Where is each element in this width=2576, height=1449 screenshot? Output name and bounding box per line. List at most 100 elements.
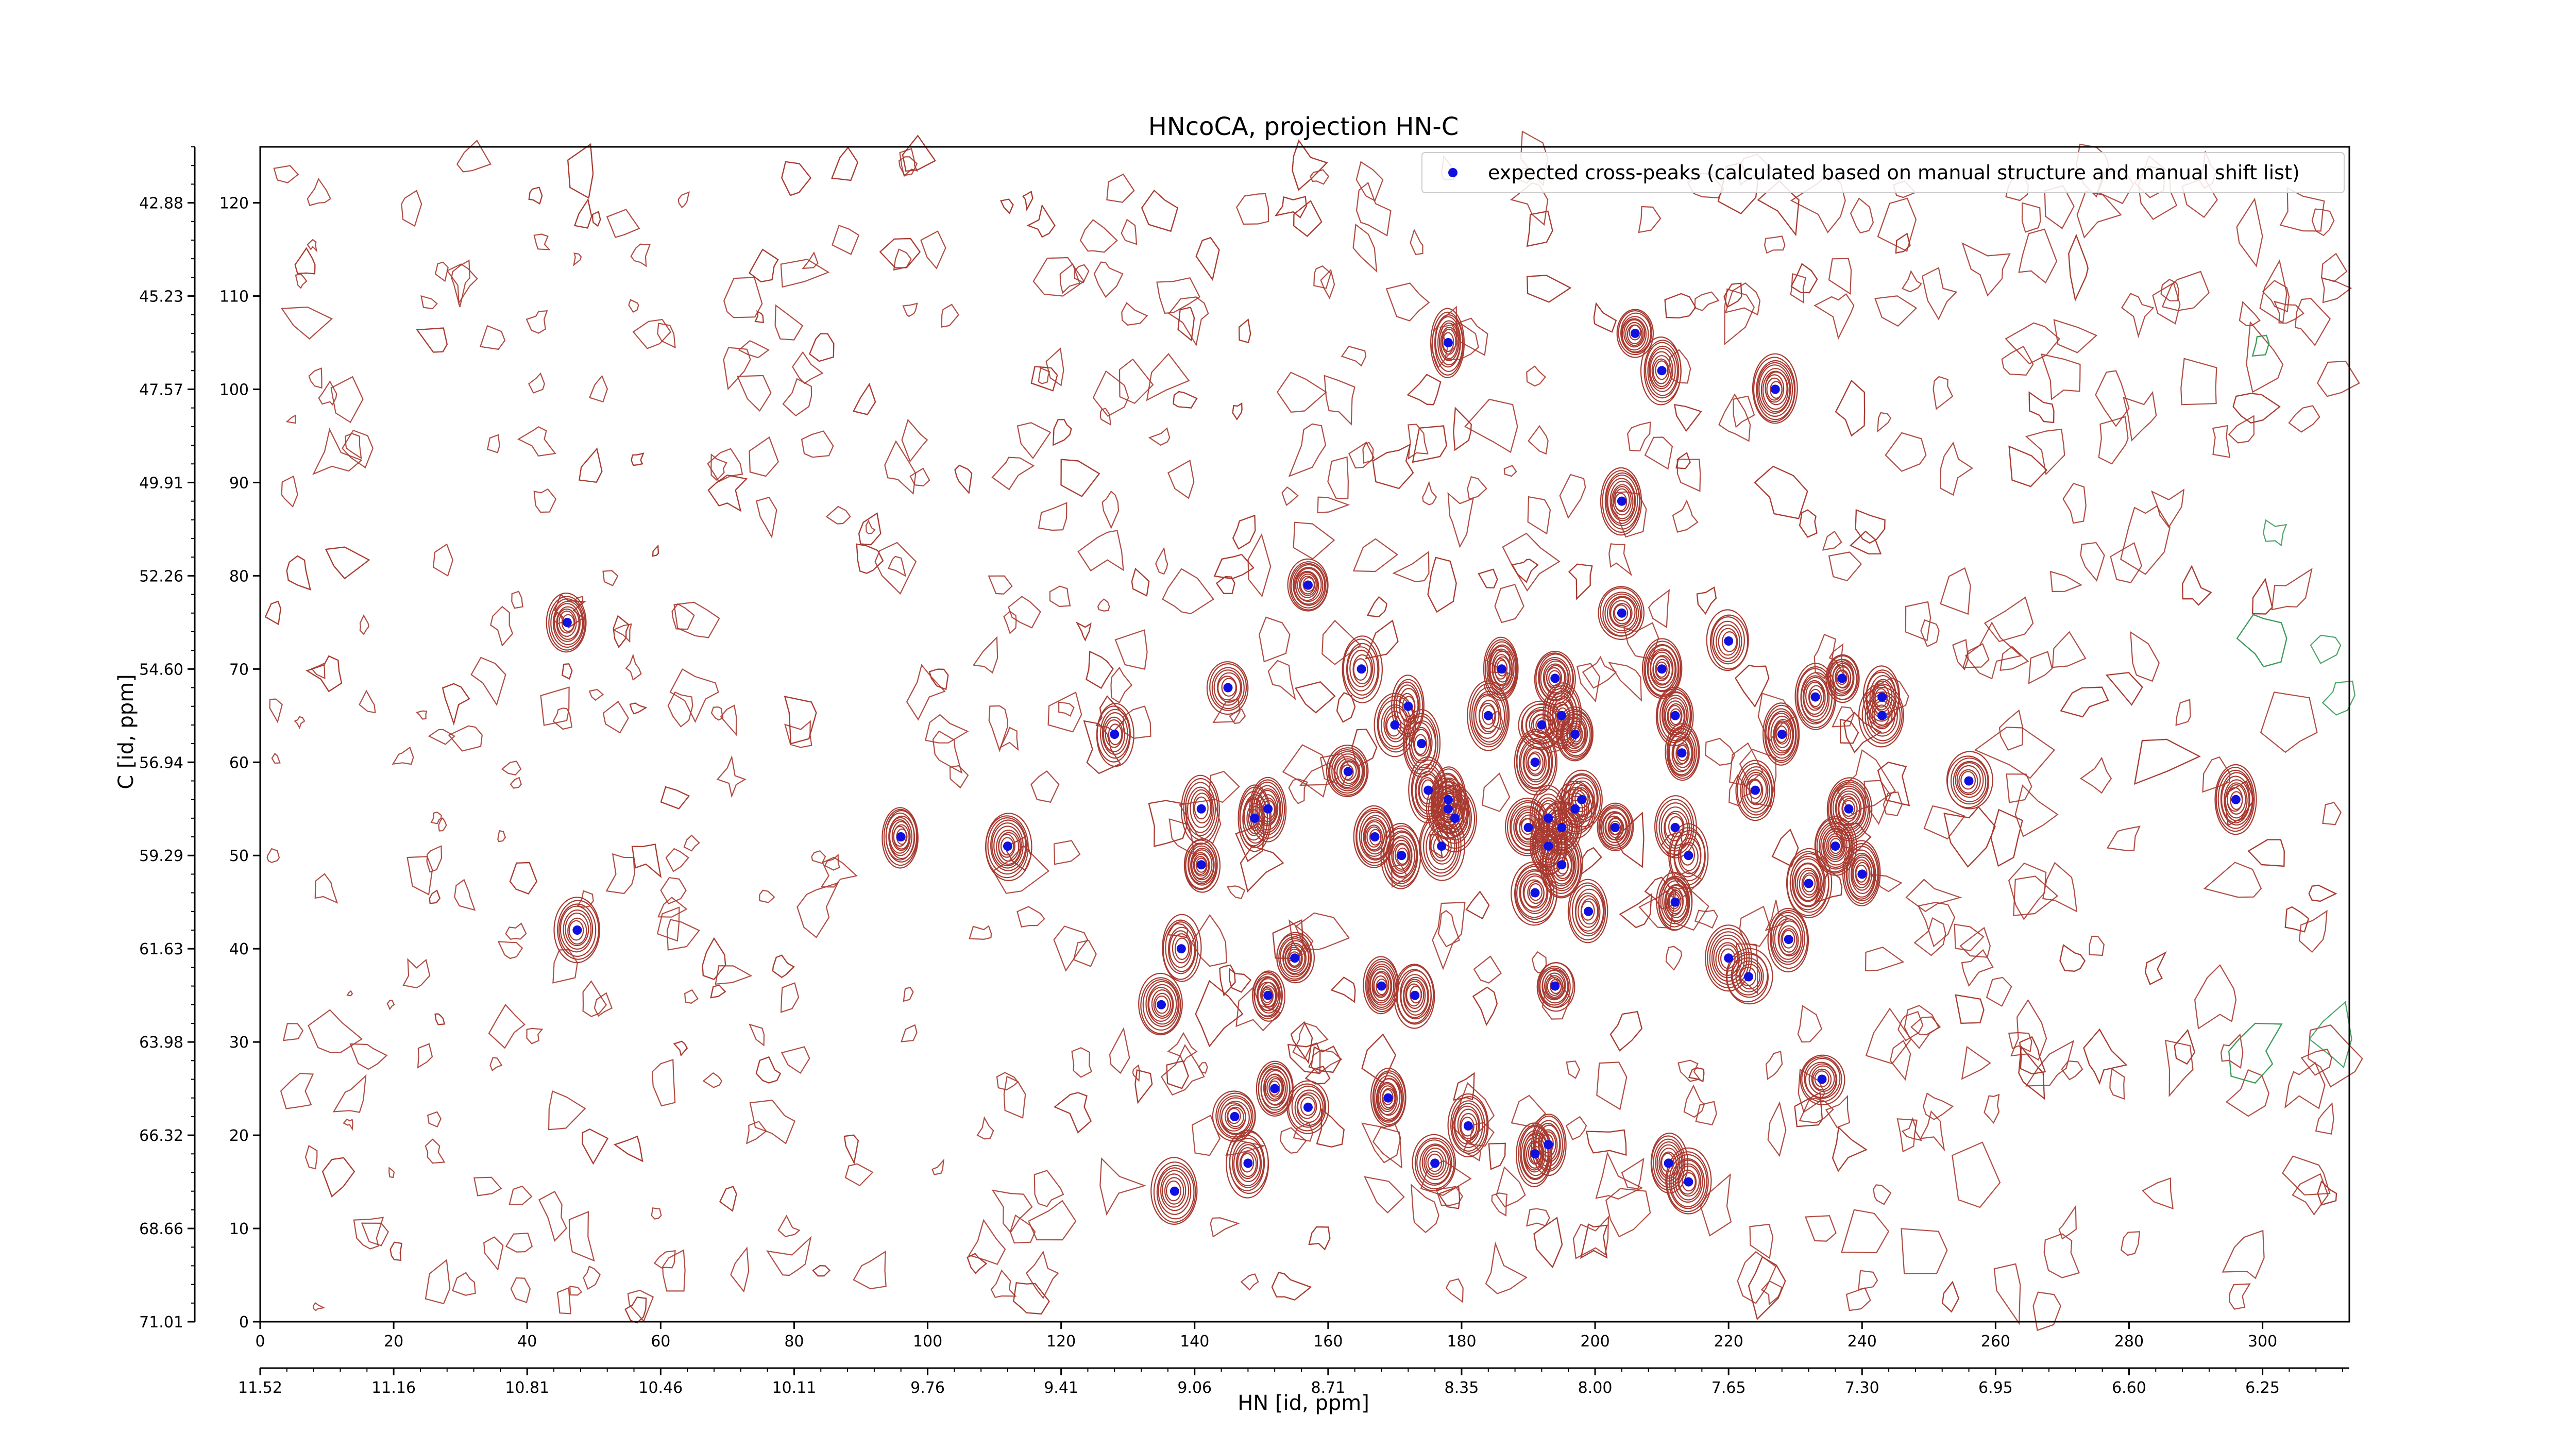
noise-contour [1905, 879, 1962, 913]
noise-contour [1058, 701, 1075, 717]
noise-contour [1873, 1184, 1892, 1205]
noise-contour [755, 1056, 782, 1084]
peak-contour-ring [1183, 839, 1218, 890]
cross-peak-marker [1584, 906, 1594, 916]
peak-contour-ring [1956, 765, 1981, 796]
noise-contour [2013, 875, 2059, 916]
noise-contour [990, 1269, 1017, 1299]
peak-contour-ring [1539, 967, 1569, 1006]
noise-contour [1240, 1273, 1259, 1291]
noise-contour [1118, 358, 1154, 405]
noise-contour [427, 1111, 442, 1128]
cross-peak-marker [896, 832, 906, 841]
noise-contour [548, 1090, 586, 1131]
peak-contour-ring [1832, 785, 1866, 831]
cross-peak-marker [1383, 1093, 1393, 1103]
noise-contour [707, 448, 743, 482]
noise-contour [1952, 639, 1969, 671]
noise-contour [801, 430, 834, 458]
peak-contour-ring [1850, 854, 1875, 894]
chart-title: HNcoCA, projection HN-C [1148, 112, 1459, 141]
noise-contour [2032, 1291, 2062, 1332]
noise-contour [1910, 1016, 1941, 1036]
x-ppm-tick-label: 11.52 [238, 1379, 282, 1397]
noise-contour [1109, 1026, 1130, 1074]
peak-contour-ring [1841, 798, 1858, 819]
peak-contour-ring [1391, 675, 1425, 737]
noise-contour [707, 474, 748, 512]
peak-contour-ring [1623, 319, 1646, 348]
y-index-tick-label: 60 [229, 754, 249, 772]
peak-contour-ring [1156, 1165, 1195, 1220]
noise-contour [528, 187, 543, 205]
noise-contour [662, 1249, 686, 1292]
noise-contour [1191, 1115, 1221, 1156]
peak-contour-ring [1609, 597, 1636, 628]
peak-contour-ring [1739, 966, 1756, 986]
noise-contour [280, 1073, 314, 1109]
peak-contour-ring [1419, 1143, 1451, 1185]
noise-contour [1210, 1217, 1240, 1238]
cross-peak-layer [562, 328, 2241, 1196]
peak-contour-ring [1535, 1122, 1561, 1167]
noise-contour [402, 958, 431, 989]
peak-contour-ring [1518, 1124, 1552, 1184]
noise-contour [809, 333, 835, 362]
peak-contour-ring [1789, 855, 1826, 911]
noise-contour [2110, 542, 2143, 583]
peak-contour-ring [1767, 711, 1797, 759]
noise-contour [1073, 939, 1097, 967]
peak-contour-ring [1535, 797, 1561, 841]
noise-contour [2121, 293, 2155, 339]
peak-contour-ring [1653, 1138, 1684, 1188]
noise-contour [2105, 672, 2143, 706]
noise-contour [1724, 288, 1755, 346]
cross-peak-marker [1570, 804, 1580, 814]
noise-contour [488, 1004, 526, 1049]
noise-contour [825, 506, 851, 525]
peak-contour-ring [1447, 807, 1463, 830]
peak-contour-ring [1855, 864, 1868, 883]
y-ppm-tick-label: 59.29 [139, 847, 183, 865]
noise-contour [1071, 1047, 1092, 1078]
noise-contour [909, 467, 930, 487]
noise-contour [749, 1099, 795, 1144]
noise-contour [1437, 909, 1460, 948]
peak-contour-ring [1437, 791, 1472, 844]
noise-contour [1814, 293, 1855, 340]
noise-contour [1940, 442, 1974, 496]
peak-contour-ring [1165, 1180, 1181, 1202]
noise-contour [2308, 884, 2337, 902]
peak-contour-ring [1607, 817, 1624, 838]
peak-contour-ring [1515, 866, 1555, 920]
cross-peak-marker [1670, 823, 1680, 832]
noise-contour [577, 890, 594, 908]
noise-contour [294, 247, 316, 275]
noise-contour [2080, 542, 2105, 582]
noise-contour [754, 310, 764, 324]
noise-contour [1213, 553, 1255, 580]
noise-contour [1310, 169, 1330, 185]
cross-peak-marker [1196, 804, 1206, 814]
noise-contour [784, 696, 817, 745]
peak-contour-ring [1682, 1172, 1696, 1192]
x-ppm-tick-label: 10.11 [772, 1379, 816, 1397]
noise-contour [1292, 139, 1328, 191]
noise-contour [631, 452, 645, 466]
noise-contour [1453, 407, 1472, 451]
noise-contour [2053, 319, 2098, 353]
noise-contour [673, 601, 720, 638]
x-ppm-tick-label: 8.35 [1445, 1379, 1479, 1397]
peak-contour-ring [1852, 859, 1871, 888]
peak-contour-ring [1649, 351, 1673, 390]
cross-peak-marker [1630, 328, 1640, 338]
noise-contour [1229, 708, 1246, 724]
peak-contour-ring [1680, 844, 1696, 866]
noise-contour [2133, 738, 2201, 785]
peak-contour-ring [1835, 669, 1850, 688]
cross-peak-marker [1724, 953, 1734, 963]
peak-contour-ring [1213, 669, 1243, 706]
noise-contour [1764, 235, 1786, 254]
cross-peak-marker [1617, 608, 1626, 618]
noise-contour [2062, 482, 2087, 524]
